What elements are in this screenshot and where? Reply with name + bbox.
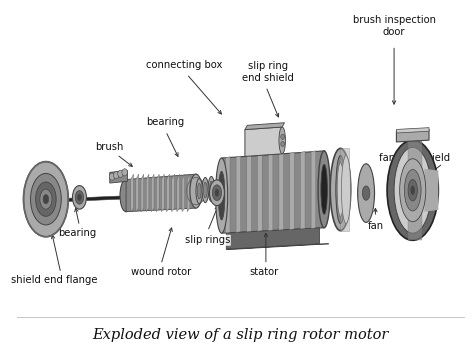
Polygon shape (162, 174, 164, 212)
Ellipse shape (210, 181, 213, 197)
Text: wound rotor: wound rotor (131, 267, 191, 278)
Polygon shape (167, 174, 169, 212)
Polygon shape (257, 154, 262, 231)
Ellipse shape (30, 173, 61, 225)
Text: stator: stator (249, 267, 278, 278)
Polygon shape (311, 151, 316, 228)
Polygon shape (357, 190, 363, 196)
Polygon shape (359, 197, 364, 208)
Polygon shape (146, 174, 149, 212)
Ellipse shape (36, 182, 56, 216)
Text: brush: brush (96, 142, 124, 152)
Polygon shape (247, 155, 251, 232)
Polygon shape (368, 178, 374, 189)
Text: fan end shield: fan end shield (379, 153, 450, 163)
Polygon shape (151, 174, 154, 212)
Ellipse shape (197, 183, 201, 199)
Ellipse shape (387, 140, 438, 240)
Ellipse shape (203, 182, 207, 198)
Polygon shape (225, 157, 230, 233)
Ellipse shape (279, 127, 285, 154)
Ellipse shape (212, 185, 222, 201)
Ellipse shape (337, 163, 344, 216)
Polygon shape (368, 197, 374, 208)
Ellipse shape (78, 194, 82, 201)
Ellipse shape (122, 169, 128, 176)
Ellipse shape (408, 180, 418, 201)
Ellipse shape (75, 191, 83, 204)
Ellipse shape (358, 164, 374, 223)
Text: Exploded view of a slip ring rotor motor: Exploded view of a slip ring rotor motor (92, 328, 389, 342)
Polygon shape (222, 151, 324, 233)
Polygon shape (182, 174, 185, 212)
Polygon shape (396, 128, 429, 133)
Ellipse shape (281, 141, 284, 146)
Ellipse shape (219, 171, 225, 220)
Ellipse shape (341, 155, 351, 224)
Polygon shape (359, 178, 364, 189)
Ellipse shape (43, 195, 49, 204)
Polygon shape (268, 154, 273, 231)
Ellipse shape (73, 186, 86, 209)
Ellipse shape (215, 189, 219, 196)
Polygon shape (365, 175, 368, 186)
Polygon shape (177, 174, 180, 212)
Polygon shape (279, 153, 283, 230)
Polygon shape (172, 174, 174, 212)
Polygon shape (369, 190, 375, 196)
Polygon shape (339, 148, 349, 230)
Polygon shape (408, 140, 422, 240)
Polygon shape (290, 152, 294, 230)
Text: bearing: bearing (146, 117, 185, 127)
Ellipse shape (318, 151, 330, 228)
Polygon shape (365, 200, 368, 211)
Text: slip rings: slip rings (185, 235, 230, 245)
Ellipse shape (109, 173, 115, 180)
Ellipse shape (281, 134, 284, 139)
Polygon shape (245, 123, 284, 130)
Ellipse shape (404, 169, 421, 211)
Ellipse shape (196, 179, 202, 204)
Ellipse shape (394, 147, 431, 233)
Ellipse shape (321, 164, 328, 214)
Text: brush inspection
door: brush inspection door (353, 15, 436, 37)
Polygon shape (126, 174, 196, 212)
Polygon shape (226, 228, 319, 249)
Ellipse shape (216, 158, 228, 233)
Polygon shape (141, 174, 144, 212)
Polygon shape (156, 174, 159, 212)
Ellipse shape (330, 148, 351, 230)
Text: fan: fan (367, 221, 383, 231)
Ellipse shape (120, 180, 132, 212)
Text: shield end flange: shield end flange (10, 275, 97, 285)
Polygon shape (110, 171, 128, 183)
Polygon shape (396, 130, 429, 142)
Polygon shape (187, 174, 190, 212)
Ellipse shape (210, 180, 224, 206)
Ellipse shape (336, 155, 345, 224)
Ellipse shape (208, 177, 215, 201)
Ellipse shape (202, 178, 209, 202)
Ellipse shape (118, 170, 123, 177)
Ellipse shape (113, 172, 119, 179)
Text: slip ring
end shield: slip ring end shield (242, 61, 294, 83)
Polygon shape (226, 244, 329, 249)
Text: connecting box: connecting box (146, 60, 222, 70)
Text: bearing: bearing (58, 228, 96, 238)
Ellipse shape (190, 174, 202, 208)
Polygon shape (131, 174, 134, 212)
Polygon shape (236, 156, 241, 232)
Ellipse shape (411, 186, 415, 195)
Polygon shape (136, 174, 139, 212)
Polygon shape (301, 151, 305, 229)
Polygon shape (245, 127, 282, 157)
Ellipse shape (40, 189, 52, 209)
Ellipse shape (400, 159, 426, 222)
Ellipse shape (363, 186, 370, 200)
Polygon shape (424, 169, 438, 212)
Ellipse shape (24, 162, 68, 237)
Polygon shape (37, 187, 343, 203)
